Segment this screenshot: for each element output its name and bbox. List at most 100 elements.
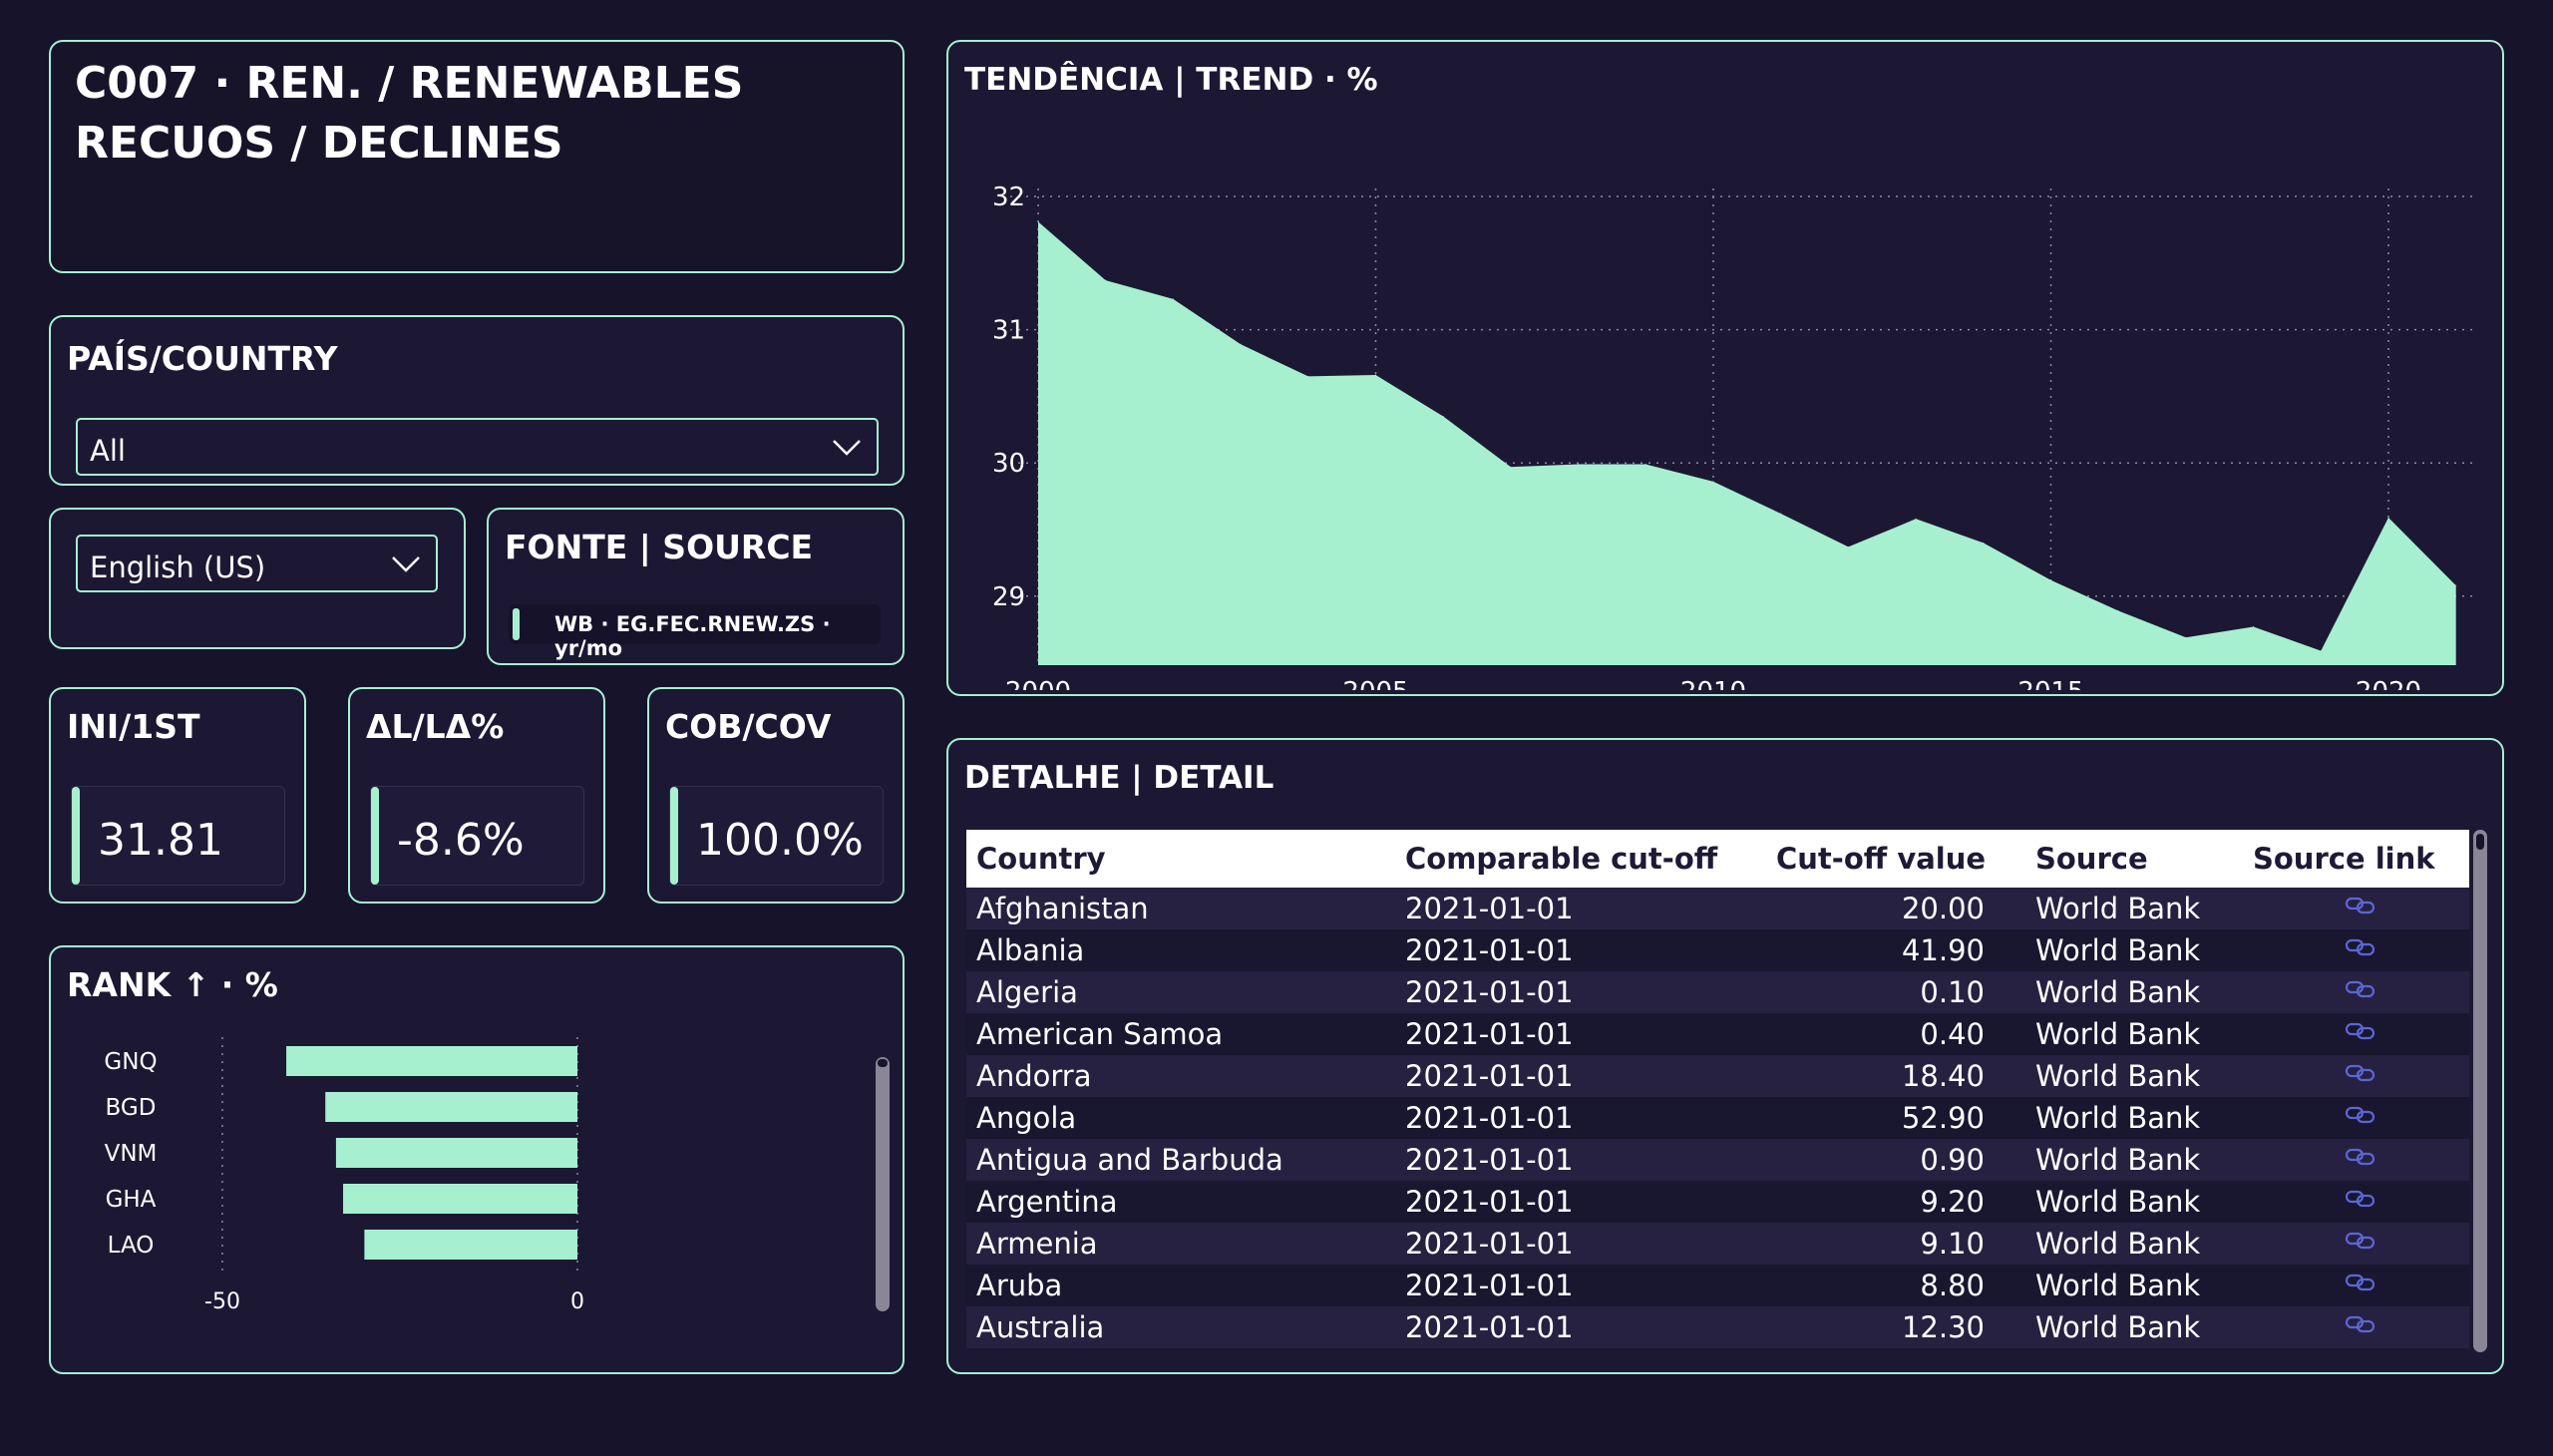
chevron-down-icon (390, 548, 422, 582)
column-header-value[interactable]: Cut-off value (1776, 842, 1987, 876)
kpi-label: COB/COV (665, 707, 832, 746)
y-tick-label: 29 (992, 582, 1025, 612)
x-tick-label: -50 (204, 1289, 240, 1314)
cell-value: 20.00 (1901, 892, 1985, 925)
table-row[interactable]: Albania 2021-01-01 41.90 World Bank (966, 929, 2469, 971)
link-icon[interactable] (2344, 1185, 2377, 1219)
column-header-country[interactable]: Country (976, 842, 1106, 876)
trend-point (2387, 517, 2389, 519)
cell-country: Antigua and Barbuda (976, 1143, 1283, 1177)
kpi-value: 100.0% (696, 815, 864, 866)
kpi-label: ΔL/LΔ% (366, 707, 505, 746)
column-header-cutoff[interactable]: Comparable cut-off (1405, 842, 1718, 876)
x-tick-label: 2020 (2356, 677, 2421, 690)
trend-point (1037, 220, 1039, 222)
kpi-accent-bar (371, 787, 379, 885)
link-icon[interactable] (2344, 1017, 2377, 1051)
y-tick-label: 31 (992, 316, 1025, 346)
cell-country: Albania (976, 933, 1085, 967)
cell-source: World Bank (2035, 892, 2201, 925)
cell-value: 52.90 (1901, 1101, 1985, 1135)
rank-panel: RANK ↑ · % -50 0 GNQ BGD VNM GHA LAO (49, 945, 905, 1374)
source-accent-bar (513, 608, 520, 640)
cell-cutoff: 2021-01-01 (1405, 1059, 1574, 1093)
cell-value: 0.40 (1920, 1017, 1985, 1051)
cell-cutoff: 2021-01-01 (1405, 892, 1574, 925)
title-panel: C007 · REN. / RENEWABLES RECUOS / DECLIN… (49, 40, 905, 273)
source-card: WB · EG.FEC.RNEW.ZS · yr/mo (509, 604, 881, 660)
trend-point (2185, 636, 2187, 638)
trend-area-chart: 29 30 31 32 2000 2005 2010 2015 2020 (992, 182, 2472, 690)
rank-bar (335, 1138, 577, 1168)
rank-bar (286, 1046, 577, 1076)
cell-cutoff: 2021-01-01 (1405, 1101, 1574, 1135)
table-row[interactable]: Aruba 2021-01-01 8.80 World Bank (966, 1265, 2469, 1306)
cell-source: World Bank (2035, 1185, 2201, 1219)
table-header: Country Comparable cut-off Cut-off value… (966, 830, 2469, 888)
table-body: Afghanistan 2021-01-01 20.00 World Bank Alba… (966, 888, 2469, 1348)
trend-point (1307, 375, 1309, 377)
trend-point (2455, 584, 2457, 586)
table-row[interactable]: Afghanistan 2021-01-01 20.00 World Bank (966, 888, 2469, 929)
detail-panel: DETALHE | DETAIL Country Comparable cut-… (946, 738, 2504, 1374)
table-row[interactable]: Algeria 2021-01-01 0.10 World Bank (966, 971, 2469, 1013)
trend-point (1847, 546, 1849, 547)
cell-source: World Bank (2035, 1310, 2201, 1344)
country-dropdown[interactable]: All (76, 418, 879, 476)
table-scrollbar[interactable] (2473, 830, 2487, 1352)
category-label: GHA (106, 1187, 157, 1213)
cell-value: 0.90 (1920, 1143, 1985, 1177)
cell-source: World Bank (2035, 1143, 2201, 1177)
link-icon[interactable] (2344, 1059, 2377, 1093)
table-row[interactable]: Argentina 2021-01-01 9.20 World Bank (966, 1181, 2469, 1223)
cell-cutoff: 2021-01-01 (1405, 1269, 1574, 1302)
detail-title: DETALHE | DETAIL (964, 760, 1275, 796)
link-icon[interactable] (2344, 892, 2377, 925)
column-header-source[interactable]: Source (2035, 842, 2148, 876)
link-icon[interactable] (2344, 1269, 2377, 1302)
table-row[interactable]: American Samoa 2021-01-01 0.40 World Bank (966, 1013, 2469, 1055)
rank-title: RANK ↑ · % (67, 965, 278, 1004)
column-header-link[interactable]: Source link (2253, 842, 2435, 876)
language-filter-panel: English (US) (49, 508, 466, 649)
link-icon[interactable] (2344, 1227, 2377, 1261)
link-icon[interactable] (2344, 933, 2377, 967)
kpi-card: 31.81 (71, 786, 285, 886)
trend-title: TENDÊNCIA | TREND · % (964, 62, 1378, 98)
link-icon[interactable] (2344, 1101, 2377, 1135)
language-dropdown[interactable]: English (US) (76, 535, 438, 592)
trend-point (1915, 518, 1917, 520)
trend-point (1644, 464, 1646, 466)
cell-value: 12.30 (1901, 1310, 1985, 1344)
cell-country: Algeria (976, 975, 1078, 1009)
rank-scrollbar[interactable] (876, 1057, 890, 1311)
source-text: WB · EG.FEC.RNEW.ZS · yr/mo (554, 612, 831, 660)
detail-table: Country Comparable cut-off Cut-off value… (966, 830, 2469, 1348)
table-row[interactable]: Antigua and Barbuda 2021-01-01 0.90 World B… (966, 1139, 2469, 1181)
cell-value: 0.10 (1920, 975, 1985, 1009)
source-panel: FONTE | SOURCE WB · EG.FEC.RNEW.ZS · yr/… (487, 508, 905, 665)
trend-point (1712, 481, 1714, 483)
table-row[interactable]: Andorra 2021-01-01 18.40 World Bank (966, 1055, 2469, 1097)
rank-bar-chart: -50 0 GNQ BGD VNM GHA LAO (104, 1037, 584, 1314)
table-row[interactable]: Armenia 2021-01-01 9.10 World Bank (966, 1223, 2469, 1265)
category-label: BGD (106, 1095, 157, 1121)
cell-source: World Bank (2035, 1017, 2201, 1051)
y-tick-label: 32 (992, 182, 1025, 212)
table-row[interactable]: Australia 2021-01-01 12.30 World Bank (966, 1306, 2469, 1348)
trend-point (1375, 374, 1376, 376)
link-icon[interactable] (2344, 1310, 2377, 1344)
dashboard-title-line1: C007 · REN. / RENEWABLES (75, 58, 744, 109)
trend-point (2050, 579, 2051, 581)
cell-value: 9.20 (1920, 1185, 1985, 1219)
country-filter-panel: PAÍS/COUNTRY All (49, 315, 905, 486)
table-row[interactable]: Angola 2021-01-01 52.90 World Bank (966, 1097, 2469, 1139)
cell-value: 9.10 (1920, 1227, 1985, 1261)
cell-value: 18.40 (1901, 1059, 1985, 1093)
cell-source: World Bank (2035, 1059, 2201, 1093)
trend-point (1172, 298, 1174, 300)
link-icon[interactable] (2344, 1143, 2377, 1177)
trend-point (1105, 279, 1107, 281)
link-icon[interactable] (2344, 975, 2377, 1009)
cell-value: 8.80 (1920, 1269, 1985, 1302)
